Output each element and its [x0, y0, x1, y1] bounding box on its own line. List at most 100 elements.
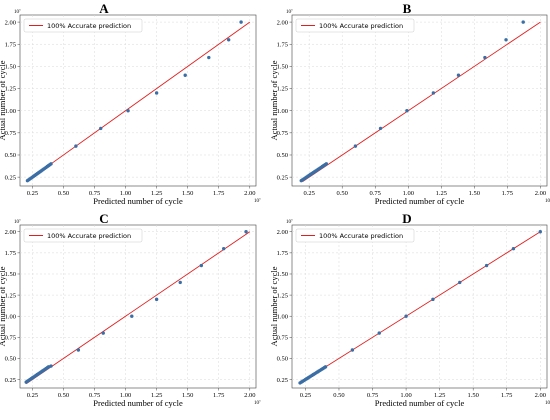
reference-line	[298, 231, 541, 385]
y-tick-label: 0.25	[277, 377, 288, 384]
x-tick-label: 2.00	[535, 392, 546, 399]
y-tick-label: 1.00	[5, 313, 16, 320]
y-tick-label: 0.75	[5, 335, 16, 342]
chart-title: B	[403, 1, 412, 16]
chart-panel-d: D 0.25 0.50 0.75 1.00 1.25 1.50 1.75 2.00 0.25 0.5…	[269, 211, 550, 408]
x-axis-exponent: 10⁷	[254, 400, 261, 406]
y-tick-label: 1.75	[277, 41, 288, 48]
legend-box	[295, 18, 415, 33]
y-tick-label: 0.75	[5, 130, 16, 137]
y-tick-label: 1.50	[5, 64, 16, 71]
x-tick-label: 2.00	[535, 190, 546, 197]
x-tick-label: 1.25	[151, 392, 162, 399]
y-tick-label: 1.75	[277, 250, 288, 257]
data-point	[101, 331, 105, 335]
y-tick-label: 0.50	[277, 356, 288, 363]
legend-box	[295, 228, 415, 243]
chart-panel-c: C 0.25 0.50 0.75 1.00 1.25 1.50 1.75 2.00 0.25 0.5…	[0, 211, 261, 408]
y-tick-label: 0.50	[5, 356, 16, 363]
data-point	[483, 55, 487, 60]
x-tick-label: 0.25	[27, 190, 38, 197]
x-tick-label: 1.50	[469, 190, 480, 197]
y-tick-label: 1.25	[5, 292, 16, 299]
y-tick-label: 2.00	[5, 229, 16, 236]
data-point	[521, 20, 525, 24]
y-tick-label: 0.75	[277, 335, 288, 342]
data-point	[130, 314, 134, 318]
y-axis-label: Actual number of cycle	[269, 60, 279, 140]
y-tick-label: 1.00	[5, 108, 16, 115]
data-point	[350, 348, 355, 352]
x-tick-label: 1.75	[213, 190, 224, 197]
x-tick-label: 1.25	[436, 190, 447, 197]
y-axis-exponent: 10⁷	[14, 219, 21, 225]
legend-box	[23, 18, 143, 33]
x-tick-label: 1.50	[182, 190, 193, 197]
y-axis-label: Actual number of cycle	[0, 266, 7, 346]
data-point	[458, 280, 462, 285]
x-tick-label: 1.00	[120, 392, 131, 399]
data-point	[244, 230, 248, 234]
x-tick-label: 1.00	[120, 190, 131, 197]
x-axis-label: Predicted number of cycle	[93, 398, 183, 408]
legend-box	[23, 228, 143, 243]
data-point	[49, 162, 53, 166]
data-point	[76, 348, 81, 352]
x-tick-label: 1.00	[400, 392, 411, 399]
legend-label: 100% Accurate prediction	[47, 232, 131, 240]
data-point	[353, 144, 358, 148]
data-point	[74, 144, 78, 148]
data-point	[99, 126, 103, 131]
x-tick-label: 1.75	[502, 190, 513, 197]
x-axis-exponent: 10⁷	[545, 400, 550, 406]
y-tick-label: 0.50	[5, 152, 16, 159]
chart-title: D	[402, 211, 411, 226]
data-point	[183, 73, 187, 77]
x-tick-label: 0.75	[89, 190, 100, 197]
chart-title: C	[99, 211, 108, 226]
y-axis-label: Actual number of cycle	[0, 60, 7, 140]
plot-area	[291, 14, 548, 187]
data-point	[484, 263, 489, 268]
y-tick-label: 1.00	[277, 108, 288, 115]
reference-line	[25, 21, 251, 182]
y-tick-label: 2.00	[277, 19, 288, 26]
data-point	[538, 230, 542, 234]
x-tick-label: 2.00	[244, 190, 255, 197]
reference-line	[302, 21, 541, 182]
y-axis-exponent: 10⁷	[286, 219, 293, 225]
data-point	[511, 246, 516, 251]
data-point	[431, 91, 436, 95]
y-axis-exponent: 10⁷	[14, 9, 21, 15]
x-tick-label: 0.50	[58, 190, 69, 197]
data-point	[431, 297, 435, 302]
y-tick-label: 0.75	[277, 130, 288, 137]
x-tick-label: 0.75	[89, 392, 100, 399]
y-tick-label: 1.50	[277, 271, 288, 278]
data-point	[405, 108, 409, 113]
x-tick-label: 1.50	[467, 392, 478, 399]
y-tick-label: 0.25	[5, 174, 16, 181]
y-tick-label: 2.00	[277, 229, 288, 236]
y-tick-label: 1.50	[5, 271, 16, 278]
data-point	[324, 162, 329, 166]
x-axis-label: Predicted number of cycle	[375, 196, 465, 206]
chart-panel-b: B 0.25 0.50 0.75 1.00 1.25 1.50 1.75 2.00 0.25 0.5…	[269, 1, 550, 206]
legend-label: 100% Accurate prediction	[47, 22, 131, 30]
x-tick-label: 0.75	[367, 392, 378, 399]
y-tick-label: 1.00	[277, 313, 288, 320]
x-tick-label: 0.50	[333, 392, 344, 399]
chart-panel-a: A 0.25 0.50 0.75 1.00 1.25 1.50 1.75 2.00 0.25 0.5…	[0, 1, 261, 206]
data-point	[404, 314, 408, 318]
x-tick-label: 1.50	[182, 392, 193, 399]
y-tick-label: 0.25	[277, 174, 288, 181]
x-axis-label: Predicted number of cycle	[375, 398, 465, 408]
y-tick-label: 1.25	[277, 292, 288, 299]
data-point	[126, 108, 130, 113]
x-tick-label: 0.50	[337, 190, 348, 197]
reference-line	[25, 231, 251, 385]
x-tick-label: 0.75	[370, 190, 381, 197]
y-tick-label: 1.50	[277, 64, 288, 71]
x-tick-label: 1.75	[501, 392, 512, 399]
y-tick-label: 1.75	[5, 250, 16, 257]
